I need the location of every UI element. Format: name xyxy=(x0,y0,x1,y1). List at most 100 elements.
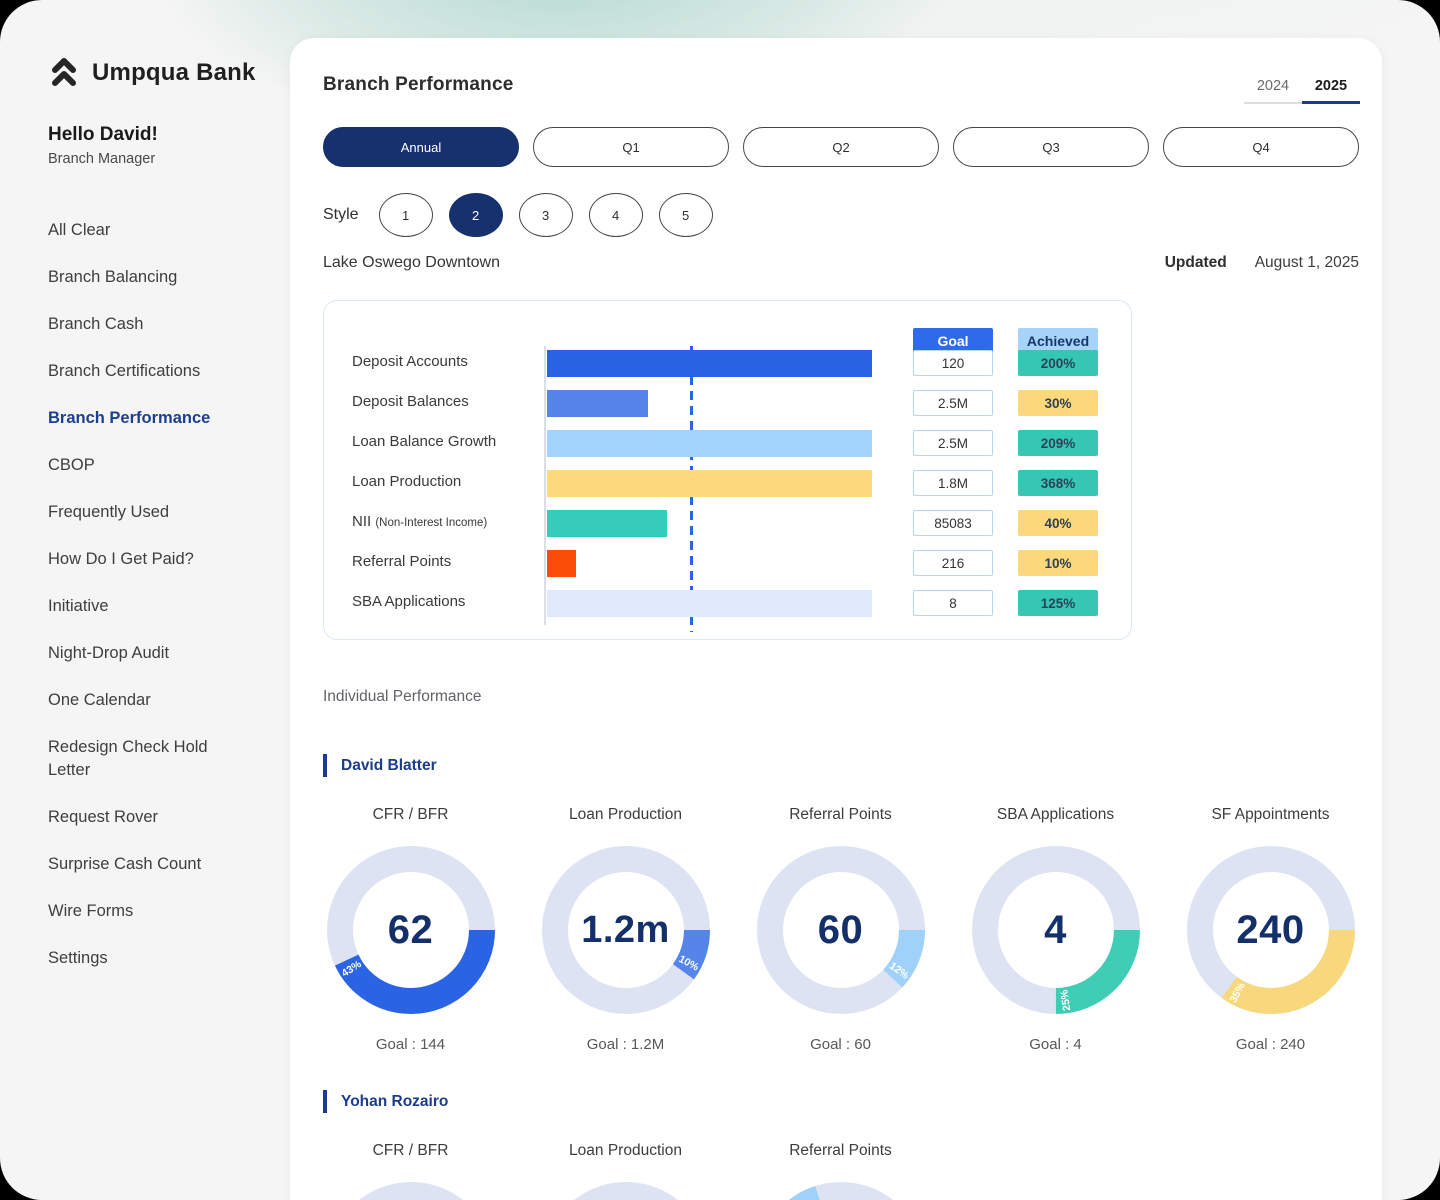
donut-title: CFR / BFR xyxy=(372,1142,449,1159)
sidebar-item-frequently-used[interactable]: Frequently Used xyxy=(48,503,170,521)
sidebar-item-branch-cash[interactable]: Branch Cash xyxy=(48,315,144,333)
year-tab-2025[interactable]: 2025 xyxy=(1302,78,1360,104)
greeting-block: Hello David! Branch Manager xyxy=(48,124,270,167)
metric-label-sba-applications: SBA Applications xyxy=(352,593,466,610)
donut-chart: 25% 4 xyxy=(971,846,1140,1014)
donut-value: 62 xyxy=(387,907,434,952)
sidebar-item-cbop[interactable]: CBOP xyxy=(48,456,95,474)
goal-value-sba-applications[interactable]: 8 xyxy=(913,590,993,616)
style-option-1[interactable]: 1 xyxy=(378,193,433,237)
achieved-value-sba-applications: 125% xyxy=(1018,590,1098,616)
donut-column-cfr-bfr: CFR / BFR xyxy=(303,1142,518,1200)
donut-goal-label: Goal : 240 xyxy=(1235,1036,1306,1053)
person-name-text: David Blatter xyxy=(341,756,437,774)
donut-value: 4 xyxy=(1044,907,1067,952)
achieved-value-loan-balance-growth: 209% xyxy=(1018,430,1098,456)
style-option-3[interactable]: 3 xyxy=(518,193,573,237)
updated-info: Updated August 1, 2025 xyxy=(1165,254,1359,272)
tab-annual[interactable]: Annual xyxy=(323,127,519,167)
brand-name: Umpqua Bank xyxy=(92,59,256,86)
year-tab-2024[interactable]: 2024 xyxy=(1244,78,1302,104)
sidebar-item-branch-balancing[interactable]: Branch Balancing xyxy=(48,268,178,286)
donut-column-referral-points: Referral Points 12% 60 Goal : 60 xyxy=(733,806,948,1053)
achieved-value-deposit-accounts: 200% xyxy=(1018,350,1098,376)
page-title: Branch Performance xyxy=(323,74,514,95)
sidebar-item-surprise-cash-count[interactable]: Surprise Cash Count xyxy=(48,855,202,873)
donut-column-loan-production: Loan Production 10% 1.2m Goal : 1.2M xyxy=(518,806,733,1053)
donut-title: Referral Points xyxy=(789,806,892,823)
tab-q4[interactable]: Q4 xyxy=(1163,127,1359,167)
goal-value-referral-points[interactable]: 216 xyxy=(913,550,993,576)
donut-gauge-loan-production: 10% xyxy=(541,846,710,1014)
donut-goal-label: Goal : 144 xyxy=(375,1036,446,1053)
metric-bar-loan-production xyxy=(547,470,872,497)
donut-gauge-referral-points xyxy=(788,1182,893,1200)
style-option-2[interactable]: 2 xyxy=(448,193,503,237)
person-name-text: Yohan Rozairo xyxy=(341,1092,449,1110)
style-label: Style xyxy=(323,206,359,223)
donut-value xyxy=(757,1182,925,1200)
person-accent-bar xyxy=(323,754,327,777)
donut-row-yohan-rozairo: CFR / BFR Loan Production Referral Points xyxy=(303,1142,948,1200)
sidebar-menu: All Clear Branch Balancing Branch Cash Bran… xyxy=(48,219,270,970)
sidebar-item-branch-performance[interactable]: Branch Performance xyxy=(48,409,211,427)
main-content-card: Branch Performance 2024 2025 Annual Q1 Q2 Q3… xyxy=(290,38,1382,1200)
donut-chart: 43% 62 xyxy=(326,846,495,1014)
user-role: Branch Manager xyxy=(48,151,156,167)
metric-bar-referral-points xyxy=(547,550,576,577)
sidebar-item-settings[interactable]: Settings xyxy=(48,949,108,967)
achieved-value-loan-production: 368% xyxy=(1018,470,1098,496)
donut-goal-label: Goal : 4 xyxy=(1029,1036,1082,1053)
donut-title: Referral Points xyxy=(789,1142,892,1159)
achieved-value-nii: 40% xyxy=(1018,510,1098,536)
goal-value-loan-balance-growth[interactable]: 2.5M xyxy=(913,430,993,456)
donut-gauge-cfr-bfr: 43% xyxy=(326,846,495,1014)
style-option-5[interactable]: 5 xyxy=(658,193,713,237)
sidebar-item-one-calendar[interactable]: One Calendar xyxy=(48,691,151,709)
tab-q2[interactable]: Q2 xyxy=(743,127,939,167)
donut-column-referral-points: Referral Points xyxy=(733,1142,948,1200)
style-option-4[interactable]: 4 xyxy=(588,193,643,237)
metric-sublabel: (Non-Interest Income) xyxy=(375,517,488,529)
donut-chart xyxy=(327,1182,495,1200)
tab-q3[interactable]: Q3 xyxy=(953,127,1149,167)
goal-value-nii[interactable]: 85083 xyxy=(913,510,993,536)
achieved-value-deposit-balances: 30% xyxy=(1018,390,1098,416)
sidebar-item-initiative[interactable]: Initiative xyxy=(48,597,109,615)
donut-title: SF Appointments xyxy=(1211,806,1330,823)
goal-value-loan-production[interactable]: 1.8M xyxy=(913,470,993,496)
sidebar-item-night-drop-audit[interactable]: Night-Drop Audit xyxy=(48,644,170,662)
updated-label: Updated xyxy=(1164,254,1227,271)
achieved-value-referral-points: 10% xyxy=(1018,550,1098,576)
donut-chart xyxy=(542,1182,710,1200)
sidebar-item-branch-certifications[interactable]: Branch Certifications xyxy=(48,362,201,380)
achieved-column-header: Achieved xyxy=(1018,328,1098,353)
sidebar-item-how-do-i-get-paid[interactable]: How Do I Get Paid? xyxy=(48,550,194,568)
donut-gauge-loan-production xyxy=(573,1182,678,1200)
metric-label-deposit-balances: Deposit Balances xyxy=(352,393,469,410)
sidebar-item-redesign-check-hold-letter[interactable]: Redesign Check Hold Letter xyxy=(48,738,208,779)
metric-label-referral-points: Referral Points xyxy=(352,553,452,570)
goal-value-deposit-balances[interactable]: 2.5M xyxy=(913,390,993,416)
donut-chart: 10% 1.2m xyxy=(541,846,710,1014)
donut-title: Loan Production xyxy=(569,1142,682,1159)
metric-label-loan-balance-growth: Loan Balance Growth xyxy=(352,433,497,450)
year-tabs: 2024 2025 xyxy=(1244,78,1360,104)
branch-row: Lake Oswego Downtown Updated August 1, 2… xyxy=(323,254,1359,272)
goal-value-deposit-accounts[interactable]: 120 xyxy=(913,350,993,376)
metric-bar-loan-balance-growth xyxy=(547,430,872,457)
donut-column-sba-applications: SBA Applications 25% 4 Goal : 4 xyxy=(948,806,1163,1053)
sidebar-item-all-clear[interactable]: All Clear xyxy=(48,221,111,239)
donut-column-loan-production: Loan Production xyxy=(518,1142,733,1200)
sidebar-item-request-rover[interactable]: Request Rover xyxy=(48,808,159,826)
sidebar-item-wire-forms[interactable]: Wire Forms xyxy=(48,902,134,920)
period-tabs: Annual Q1 Q2 Q3 Q4 xyxy=(323,127,1359,167)
donut-goal-label: Goal : 60 xyxy=(810,1036,871,1053)
donut-column-cfr-bfr: CFR / BFR 43% 62 Goal : 144 xyxy=(303,806,518,1053)
tab-q1[interactable]: Q1 xyxy=(533,127,729,167)
donut-percent-label: 25% xyxy=(1058,988,1073,1011)
updated-date: August 1, 2025 xyxy=(1254,254,1359,271)
donut-gauge-cfr-bfr xyxy=(358,1182,463,1200)
